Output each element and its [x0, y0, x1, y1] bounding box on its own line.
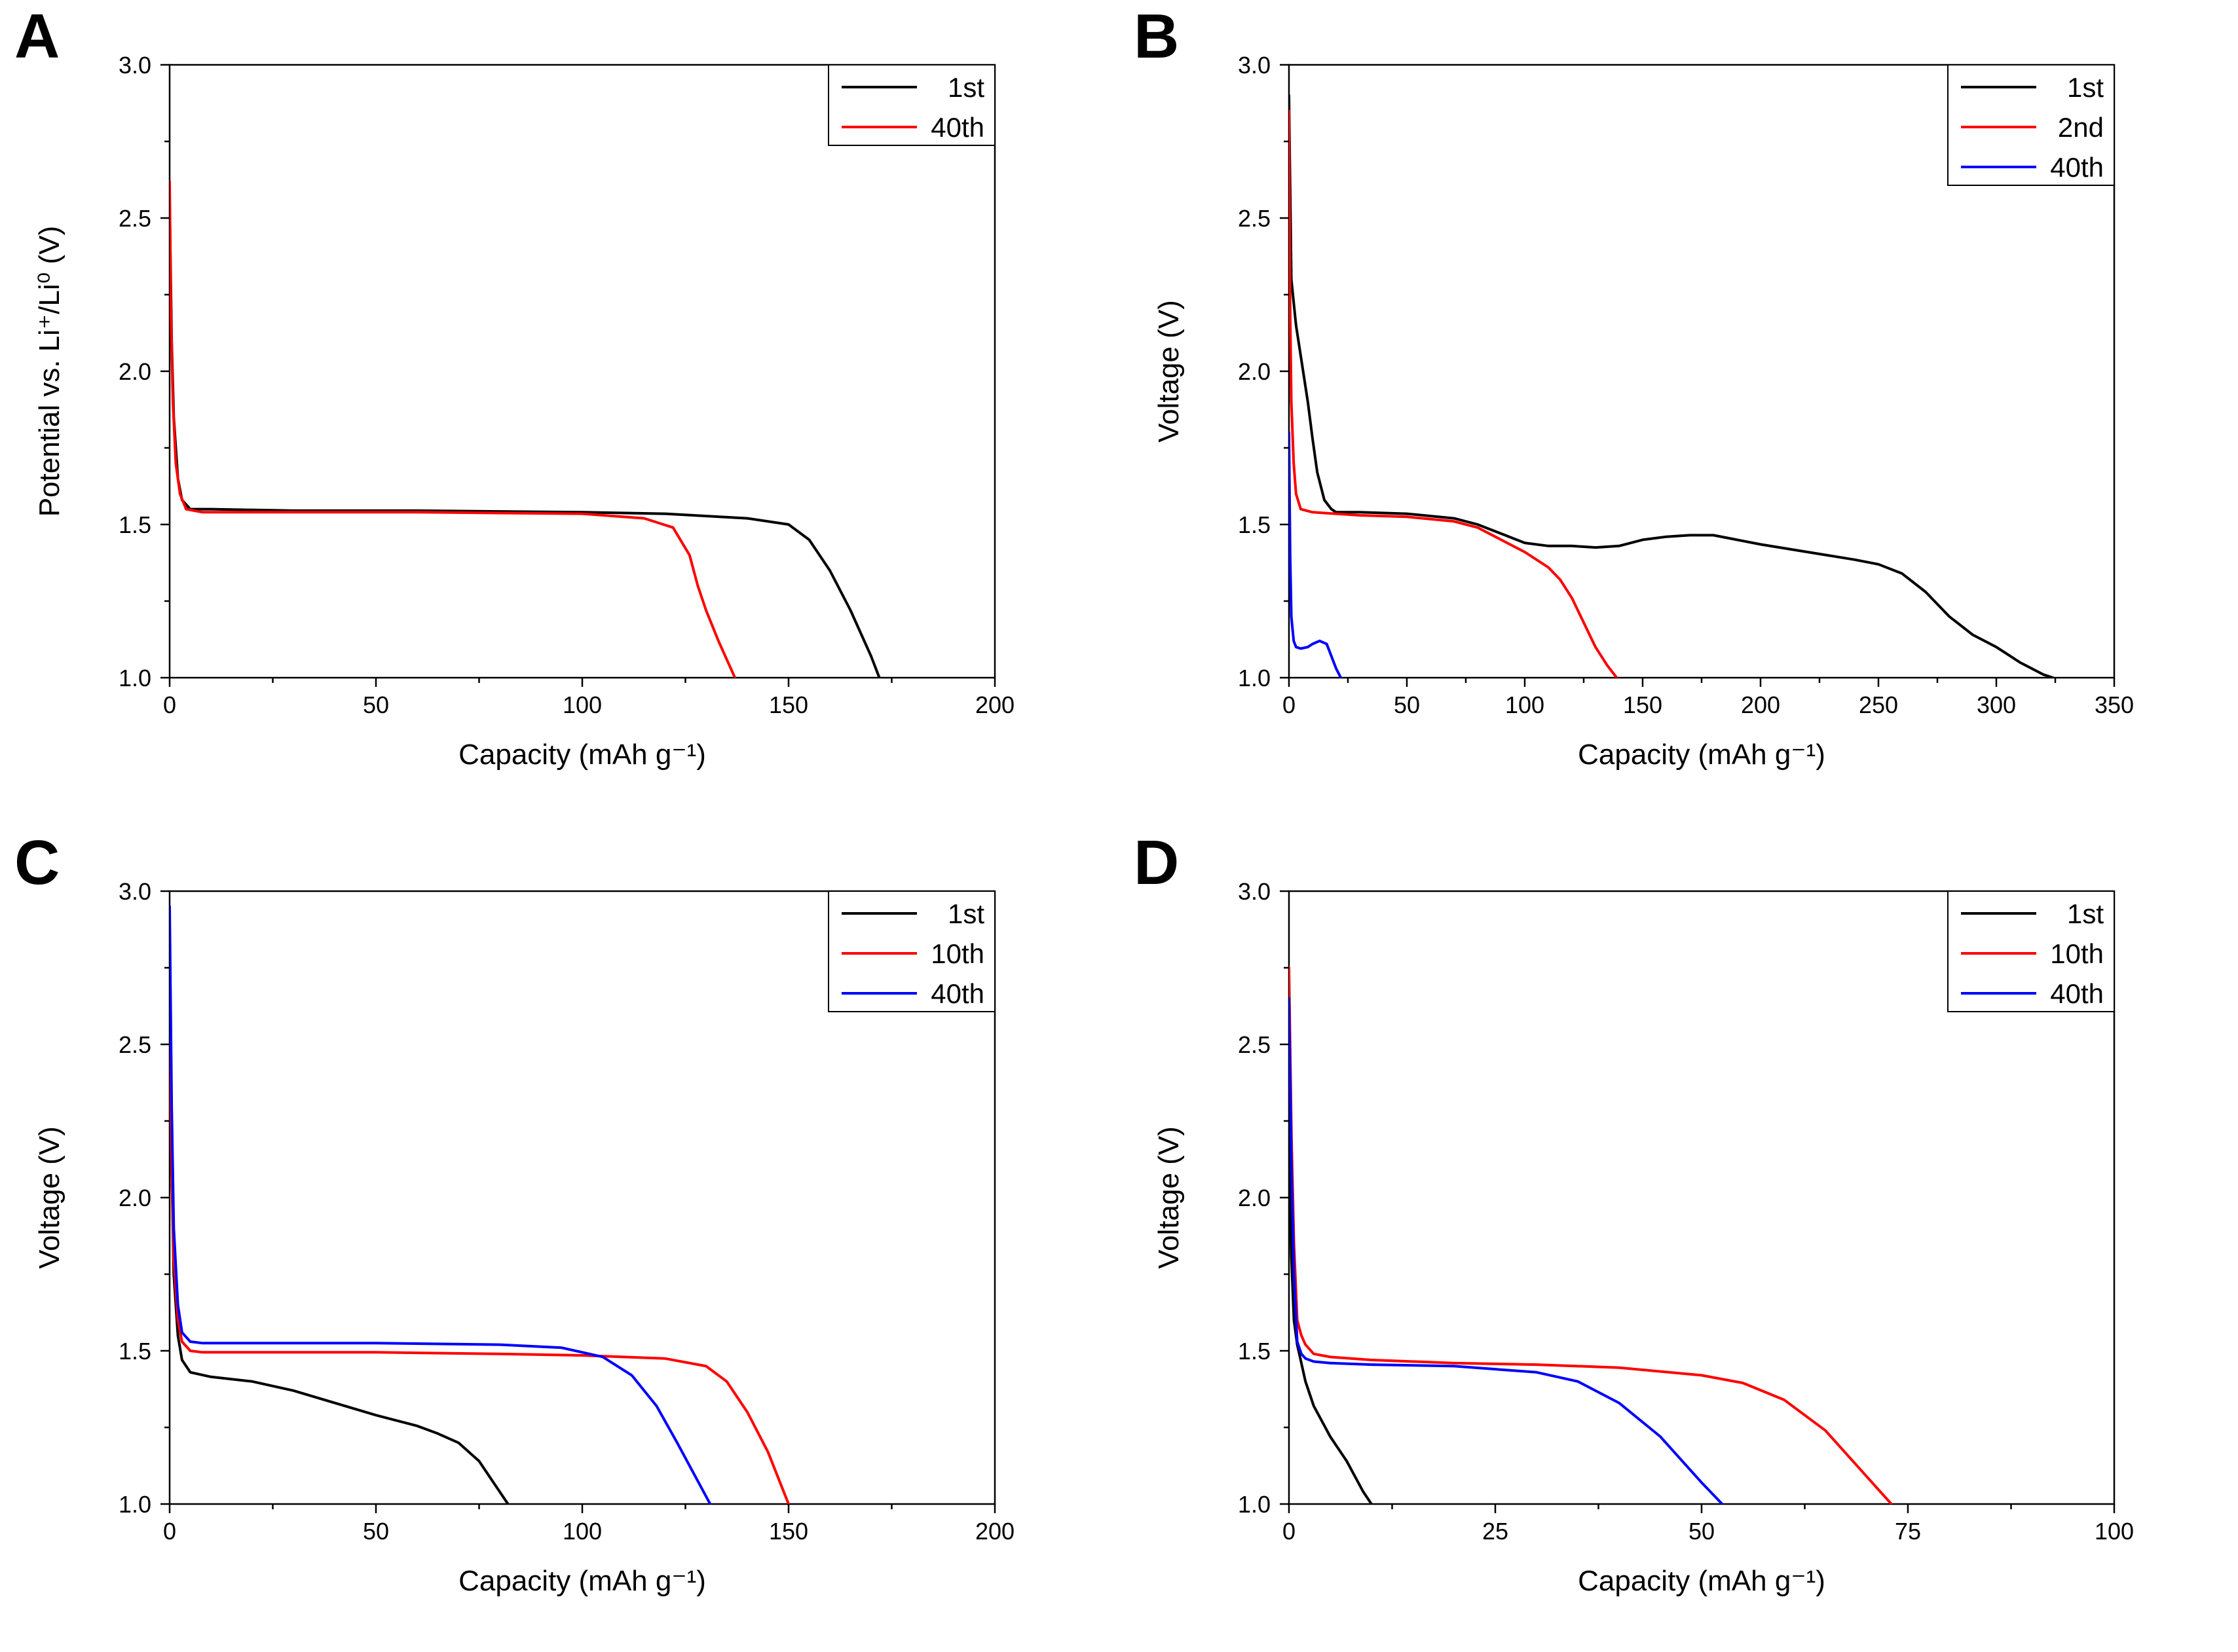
x-tick-label: 50	[1394, 691, 1420, 718]
series-line-40th	[1289, 997, 1724, 1504]
y-tick-label: 1.0	[1238, 1491, 1271, 1518]
y-tick-label: 2.5	[119, 1031, 151, 1058]
y-tick-label: 1.0	[1238, 665, 1271, 691]
legend-label: 10th	[931, 938, 984, 969]
x-tick-label: 25	[1482, 1518, 1508, 1545]
x-tick-label: 100	[563, 691, 602, 718]
y-tick-label: 2.0	[1238, 1184, 1271, 1211]
series-line-40th	[1289, 431, 1343, 678]
y-tick-label: 3.0	[1238, 52, 1271, 79]
series-line-10th	[1289, 966, 1893, 1504]
x-tick-label: 100	[563, 1518, 602, 1545]
y-tick-label: 1.5	[1238, 1338, 1271, 1365]
x-tick-label: 75	[1895, 1518, 1921, 1545]
x-tick-label: 50	[363, 691, 389, 718]
x-tick-label: 0	[163, 691, 176, 718]
y-tick-label: 1.5	[119, 511, 151, 538]
y-tick-label: 1.5	[119, 1338, 151, 1365]
x-axis-title: Capacity (mAh g⁻¹)	[1578, 739, 1825, 771]
legend-label: 40th	[931, 112, 984, 143]
chart-panel-c: C 0 50 100 150 200 1.0 1.5 2.0 2.5 3.0 Capacity (m…	[0, 826, 1119, 1652]
x-tick-label: 50	[363, 1518, 389, 1545]
chart-b: 0 50 100 150 200 250 300 350 1.0 1.5 2.0 2.5 3.0 Capa…	[1153, 52, 2134, 771]
legend-label: 40th	[931, 978, 984, 1009]
chart-panel-a: A 0 50 100 150 200 1.0 1.5 2.0 2.5 3.0 Capacity (m…	[0, 0, 1119, 826]
y-tick-label: 2.5	[1238, 1031, 1271, 1058]
legend-label: 1st	[948, 72, 984, 103]
y-tick-label: 3.0	[119, 52, 151, 79]
x-tick-label: 0	[1282, 691, 1296, 718]
x-tick-label: 300	[1977, 691, 2016, 718]
x-tick-label: 150	[1623, 691, 1662, 718]
chart-d: 0 25 50 75 100 1.0 1.5 2.0 2.5 3.0 Capacity (mAh g…	[1153, 878, 2134, 1597]
x-tick-label: 250	[1859, 691, 1898, 718]
legend-label: 40th	[2050, 978, 2104, 1009]
y-tick-label: 1.0	[119, 1491, 151, 1518]
x-tick-label: 350	[2095, 691, 2134, 718]
series-line-2nd	[1289, 109, 1618, 678]
x-tick-label: 150	[769, 691, 808, 718]
legend-box	[828, 890, 996, 1012]
x-tick-label: 100	[2095, 1518, 2134, 1545]
x-tick-label: 200	[1741, 691, 1780, 718]
legend-box	[1947, 64, 2115, 186]
x-tick-label: 0	[1282, 1518, 1296, 1545]
x-tick-label: 100	[1505, 691, 1544, 718]
panel-letter: C	[14, 828, 60, 898]
y-axis-title: Voltage (V)	[1153, 300, 1185, 443]
plot-frame	[168, 64, 996, 679]
chart-a: 0 50 100 150 200 1.0 1.5 2.0 2.5 3.0 Capacity (mAh…	[33, 52, 1015, 771]
x-axis-title: Capacity (mAh g⁻¹)	[458, 1565, 706, 1597]
x-tick-label: 50	[1688, 1518, 1715, 1545]
x-axis-title: Capacity (mAh g⁻¹)	[458, 739, 706, 771]
chart-panel-b: B 0 50 100 150 200 250 300 350 1.0 1.5 2.0 2.5 3.0 Ca…	[1119, 0, 2238, 826]
chart-c: 0 50 100 150 200 1.0 1.5 2.0 2.5 3.0 Capacity (mAh…	[33, 878, 1015, 1597]
panel-letter: A	[14, 1, 60, 71]
x-tick-label: 200	[975, 1518, 1015, 1545]
x-tick-label: 150	[769, 1518, 808, 1545]
y-tick-label: 3.0	[119, 878, 151, 905]
x-tick-label: 200	[975, 691, 1015, 718]
y-tick-label: 2.0	[119, 1184, 151, 1211]
y-tick-label: 3.0	[1238, 878, 1271, 905]
series-line-1st	[1289, 1135, 1373, 1504]
chart-panel-d: D 0 25 50 75 100 1.0 1.5 2.0 2.5 3.0 Capacity (mAh…	[1119, 826, 2238, 1652]
series-line-10th	[170, 1012, 790, 1504]
panel-letter: B	[1134, 1, 1180, 71]
legend-label: 10th	[2050, 938, 2104, 969]
y-tick-label: 1.5	[1238, 511, 1271, 538]
y-tick-label: 2.0	[119, 358, 151, 385]
legend-label: 1st	[2067, 72, 2104, 103]
y-tick-label: 2.5	[119, 205, 151, 232]
legend-box	[1947, 890, 2115, 1012]
legend-label: 40th	[2050, 152, 2104, 183]
legend-box	[828, 64, 996, 146]
legend-label: 2nd	[2058, 112, 2104, 143]
y-axis-title: Voltage (V)	[1153, 1126, 1185, 1269]
series-line-1st	[170, 201, 881, 678]
legend-label: 1st	[948, 898, 984, 929]
series-line-1st	[1289, 94, 2055, 678]
legend-label: 1st	[2067, 898, 2104, 929]
y-axis-title: Potential vs. Li⁺/Li⁰ (V)	[33, 226, 65, 517]
panel-letter: D	[1134, 828, 1180, 898]
y-tick-label: 2.5	[1238, 205, 1271, 232]
series-line-1st	[170, 966, 510, 1504]
y-axis-title: Voltage (V)	[33, 1126, 65, 1269]
x-tick-label: 0	[163, 1518, 176, 1545]
series-line-40th	[170, 905, 712, 1504]
series-line-40th	[170, 179, 737, 678]
y-tick-label: 1.0	[119, 665, 151, 691]
y-tick-label: 2.0	[1238, 358, 1271, 385]
x-axis-title: Capacity (mAh g⁻¹)	[1578, 1565, 1825, 1597]
